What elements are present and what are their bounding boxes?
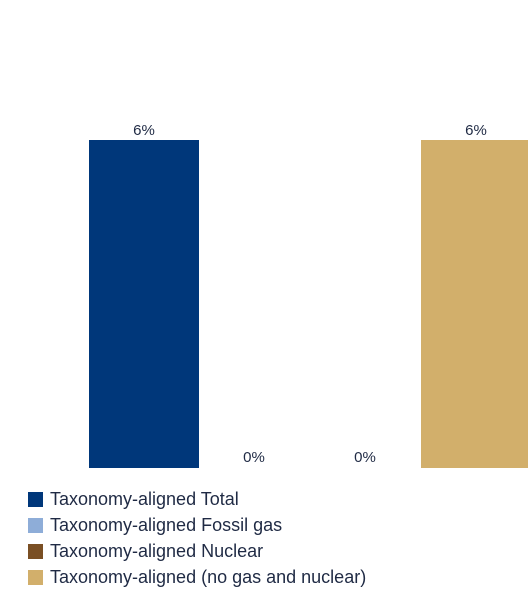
bar-total bbox=[89, 140, 199, 468]
bar-chart: 6% 0% 0% 6% bbox=[89, 122, 528, 468]
legend: Taxonomy-aligned Total Taxonomy-aligned … bbox=[28, 486, 366, 590]
legend-label-no-gas-nuclear: Taxonomy-aligned (no gas and nuclear) bbox=[50, 566, 367, 587]
data-label-nuclear: 0% bbox=[354, 449, 376, 466]
legend-swatch-fossil-gas bbox=[28, 517, 43, 533]
bar-no-gas-nuclear bbox=[421, 140, 528, 468]
legend-item-total: Taxonomy-aligned Total bbox=[28, 486, 366, 512]
legend-item-no-gas-nuclear: Taxonomy-aligned (no gas and nuclear) bbox=[28, 564, 366, 590]
legend-item-nuclear: Taxonomy-aligned Nuclear bbox=[28, 538, 366, 564]
data-label-fossil-gas: 0% bbox=[243, 449, 265, 466]
bars-group bbox=[89, 140, 528, 468]
legend-label-nuclear: Taxonomy-aligned Nuclear bbox=[50, 540, 264, 561]
legend-label-fossil-gas: Taxonomy-aligned Fossil gas bbox=[50, 514, 283, 535]
legend-swatch-no-gas-nuclear bbox=[28, 569, 43, 585]
legend-item-fossil-gas: Taxonomy-aligned Fossil gas bbox=[28, 512, 366, 538]
legend-label-total: Taxonomy-aligned Total bbox=[50, 488, 239, 509]
data-label-total: 6% bbox=[133, 122, 155, 139]
data-label-no-gas-nuclear: 6% bbox=[465, 122, 487, 139]
legend-swatch-nuclear bbox=[28, 543, 43, 559]
data-labels-group: 6% 0% 0% 6% bbox=[133, 122, 487, 466]
legend-swatch-total bbox=[28, 491, 43, 507]
